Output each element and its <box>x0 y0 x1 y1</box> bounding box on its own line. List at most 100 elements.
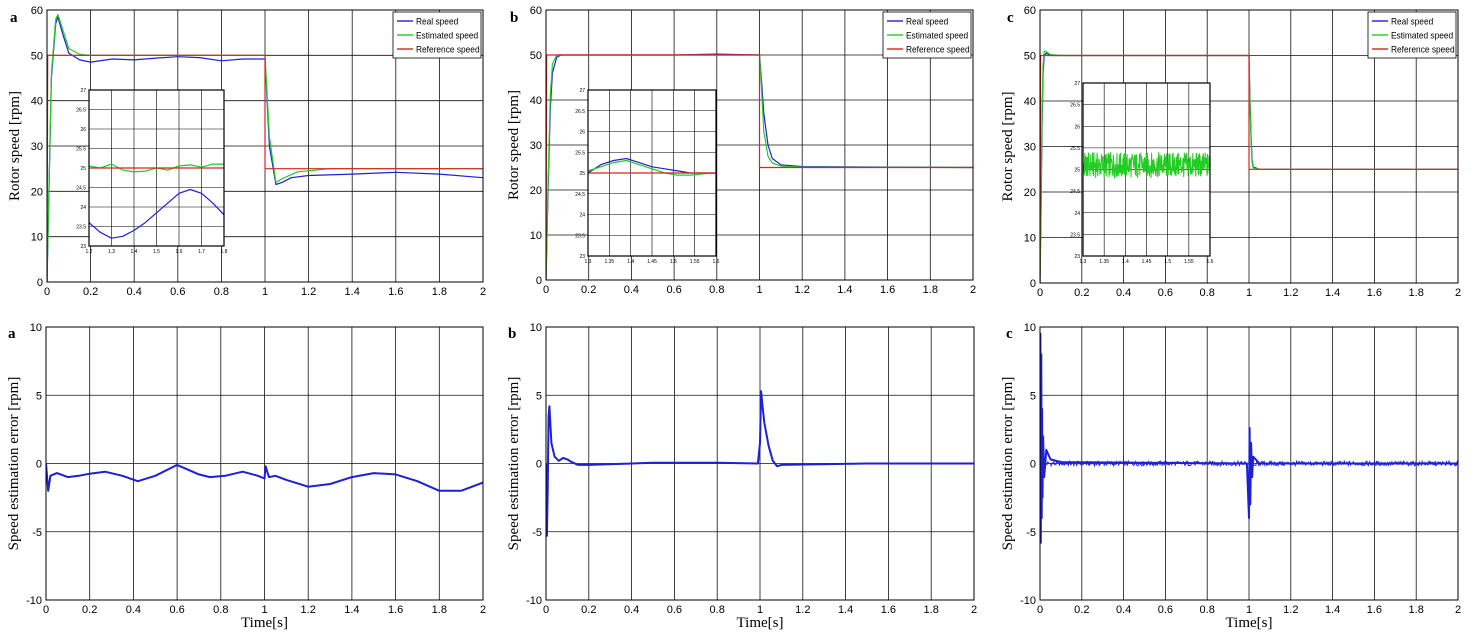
x-tick-label: 0.2 <box>581 604 596 616</box>
panel-letter: b <box>510 10 518 26</box>
y-tick-label: 24.5 <box>76 186 86 192</box>
x-tick-label: 1.6 <box>388 286 403 298</box>
plot-border <box>46 9 484 283</box>
panel-letter: a <box>8 326 16 342</box>
x-tick-label: 1.4 <box>131 249 138 255</box>
y-tick-label: 27 <box>579 88 585 94</box>
y-axis-label: Speed estimation error [rpm] <box>506 377 522 551</box>
y-tick-label: 20 <box>530 185 542 197</box>
y-tick-label: 0 <box>536 275 542 287</box>
y-tick-label: 5 <box>36 390 42 402</box>
x-tick-label: 0.2 <box>83 286 98 298</box>
x-tick-label: 0 <box>543 284 549 296</box>
x-tick-label: 0.6 <box>1158 287 1173 299</box>
x-tick-label: 1.3 <box>108 249 115 255</box>
x-tick-label: 1.8 <box>432 286 447 298</box>
inset-series-line <box>588 159 716 176</box>
plot-border <box>545 326 975 601</box>
y-tick-label: 30 <box>31 141 43 153</box>
y-tick-label: 25.5 <box>1070 146 1080 152</box>
legend: Real speed Estimated speed Reference speed <box>882 11 972 59</box>
x-tick-label: 1.4 <box>627 259 634 265</box>
y-tick-label: 25 <box>80 166 86 172</box>
x-tick-label: 2 <box>480 286 486 298</box>
y-tick-label: 25.5 <box>575 150 585 156</box>
y-tick-label: 40 <box>530 95 542 107</box>
x-tick-label: 1.35 <box>1099 259 1109 265</box>
x-tick-label: 1.2 <box>795 284 810 296</box>
y-tick-label: 24 <box>1074 211 1080 217</box>
inset-plot-area <box>89 163 224 239</box>
x-tick-label: 0.4 <box>1116 604 1131 616</box>
x-tick-label: 0 <box>44 286 50 298</box>
y-tick-label: 10 <box>530 230 542 242</box>
y-tick-label: 30 <box>530 140 542 152</box>
y-tick-label: 5 <box>1030 390 1036 402</box>
y-tick-label: -5 <box>1026 527 1036 539</box>
y-tick-label: 0 <box>36 459 42 471</box>
x-tick-label: 2 <box>1455 287 1461 299</box>
x-tick-label: 0.6 <box>170 286 185 298</box>
legend-label: Real speed <box>1391 16 1433 27</box>
series-line-error <box>46 463 483 492</box>
x-tick-label: 0.8 <box>1200 604 1215 616</box>
y-tick-label: 20 <box>1024 187 1036 199</box>
inset-border <box>587 89 717 257</box>
x-tick-label: 1.45 <box>1142 259 1152 265</box>
x-axis-label: Time[s] <box>1226 615 1273 631</box>
x-tick-label: 1.5 <box>1164 259 1171 265</box>
x-tick-label: 1.8 <box>1409 287 1424 299</box>
x-tick-label: 2 <box>480 604 486 616</box>
y-tick-label: 10 <box>1024 322 1036 334</box>
x-tick-label: 1.4 <box>837 284 852 296</box>
x-tick-label: 0.4 <box>624 284 639 296</box>
y-axis-label: Speed estimation error [rpm] <box>6 377 22 551</box>
x-tick-label: 1.2 <box>86 249 93 255</box>
x-tick-label: 1.4 <box>838 604 853 616</box>
x-tick-label: 1.4 <box>1122 259 1129 265</box>
x-tick-label: 1.3 <box>1080 259 1087 265</box>
x-tick-label: 1.55 <box>1184 259 1194 265</box>
y-tick-label: 0 <box>1030 278 1036 290</box>
x-tick-label: 1.7 <box>198 249 205 255</box>
x-tick-label: 0 <box>543 604 549 616</box>
y-tick-label: 24.5 <box>1070 189 1080 195</box>
x-tick-label: 1.8 <box>1409 604 1424 616</box>
y-tick-label: -5 <box>32 527 42 539</box>
x-axis-label: Time[s] <box>241 615 288 631</box>
x-tick-label: 1.45 <box>647 259 657 265</box>
x-tick-label: 1.2 <box>1283 287 1298 299</box>
x-tick-label: 1.6 <box>880 284 895 296</box>
chart-panel-2: b0 0.2 0.4 0.6 0.8 1 1.2 1.4 1.6 1.8 2010203040506… <box>506 5 976 296</box>
x-tick-label: 0.6 <box>169 604 184 616</box>
x-tick-label: 1.2 <box>795 604 810 616</box>
x-tick-label: 0.8 <box>214 286 229 298</box>
y-tick-label: -10 <box>526 595 542 607</box>
x-tick-label: 1.6 <box>1367 604 1382 616</box>
y-tick-label: 60 <box>31 5 43 17</box>
inset-border <box>88 89 225 247</box>
x-tick-label: 0.6 <box>666 284 681 296</box>
y-tick-label: -5 <box>532 527 542 539</box>
y-tick-label: 40 <box>1024 96 1036 108</box>
x-tick-label: 1 <box>1246 604 1252 616</box>
y-tick-label: 10 <box>30 322 42 334</box>
x-tick-label: 0.8 <box>213 604 228 616</box>
y-tick-label: 0 <box>1030 459 1036 471</box>
x-tick-label: 1 <box>1246 287 1252 299</box>
x-tick-label: 1.8 <box>432 604 447 616</box>
y-tick-label: 26 <box>579 130 585 136</box>
x-tick-label: 1.6 <box>1207 259 1214 265</box>
x-tick-label: 1.5 <box>670 259 677 265</box>
y-tick-label: 26.5 <box>76 108 86 114</box>
panel-letter: b <box>508 326 516 342</box>
y-tick-label: 60 <box>1024 5 1036 17</box>
y-tick-label: 10 <box>1024 233 1036 245</box>
y-tick-label: 27 <box>80 88 86 94</box>
x-tick-label: 1.6 <box>388 604 403 616</box>
y-tick-label: 60 <box>530 5 542 17</box>
legend: Real speed Estimated speed Reference speed <box>1367 11 1457 59</box>
y-tick-label: 26 <box>80 127 86 133</box>
y-tick-label: 27 <box>1074 81 1080 87</box>
chart-panel-3: c0 0.2 0.4 0.6 0.8 1 1.2 1.4 1.6 1.8 2010203040506… <box>1000 5 1461 299</box>
